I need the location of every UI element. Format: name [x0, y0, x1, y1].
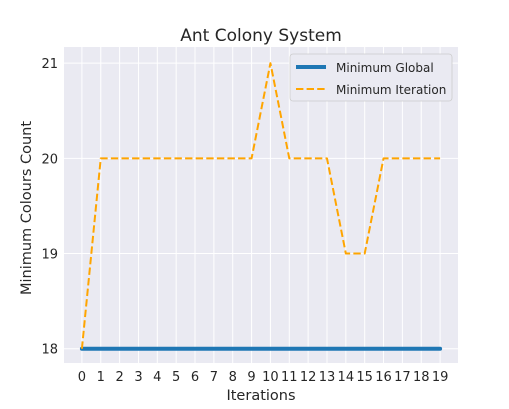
legend: Minimum Global Minimum Iteration: [289, 53, 453, 102]
y-tick-label: 20: [41, 152, 58, 167]
x-tick-label: 0: [78, 370, 86, 385]
x-tick-label: 17: [394, 370, 411, 385]
x-tick-label: 12: [300, 370, 317, 385]
y-tick-label: 18: [41, 343, 58, 358]
x-tick-label: 14: [338, 370, 355, 385]
x-tick-label: 10: [262, 370, 279, 385]
x-tick-label: 2: [115, 370, 123, 385]
grid: [64, 47, 458, 363]
x-tick-label: 7: [210, 370, 218, 385]
x-tick-label: 19: [432, 370, 449, 385]
x-tick-label: 18: [413, 370, 430, 385]
x-tick-labels: 0 1 2 3 4 5 6 7 8 9 10 11 12 13 14 15 16 17 18 19: [78, 370, 449, 385]
x-tick-label: 13: [319, 370, 336, 385]
legend-label-minimum-global: Minimum Global: [336, 61, 434, 75]
legend-label-minimum-iteration: Minimum Iteration: [336, 83, 446, 97]
chart-title: Ant Colony System: [180, 26, 342, 46]
x-tick-label: 4: [153, 370, 161, 385]
x-tick-label: 11: [281, 370, 298, 385]
x-tick-label: 9: [247, 370, 255, 385]
x-tick-label: 15: [356, 370, 373, 385]
x-tick-label: 8: [229, 370, 237, 385]
x-tick-label: 1: [97, 370, 105, 385]
x-tick-label: 5: [172, 370, 180, 385]
x-tick-label: 16: [375, 370, 392, 385]
y-tick-label: 21: [41, 57, 58, 72]
y-tick-labels: 18 19 20 21: [41, 57, 58, 358]
y-axis-label: Minimum Colours Count: [19, 121, 35, 295]
x-tick-label: 3: [134, 370, 142, 385]
legend-box: [289, 53, 453, 102]
y-tick-label: 19: [41, 248, 58, 263]
x-axis-label: Iterations: [226, 388, 295, 404]
x-tick-label: 6: [191, 370, 199, 385]
series-lines: [79, 62, 443, 351]
